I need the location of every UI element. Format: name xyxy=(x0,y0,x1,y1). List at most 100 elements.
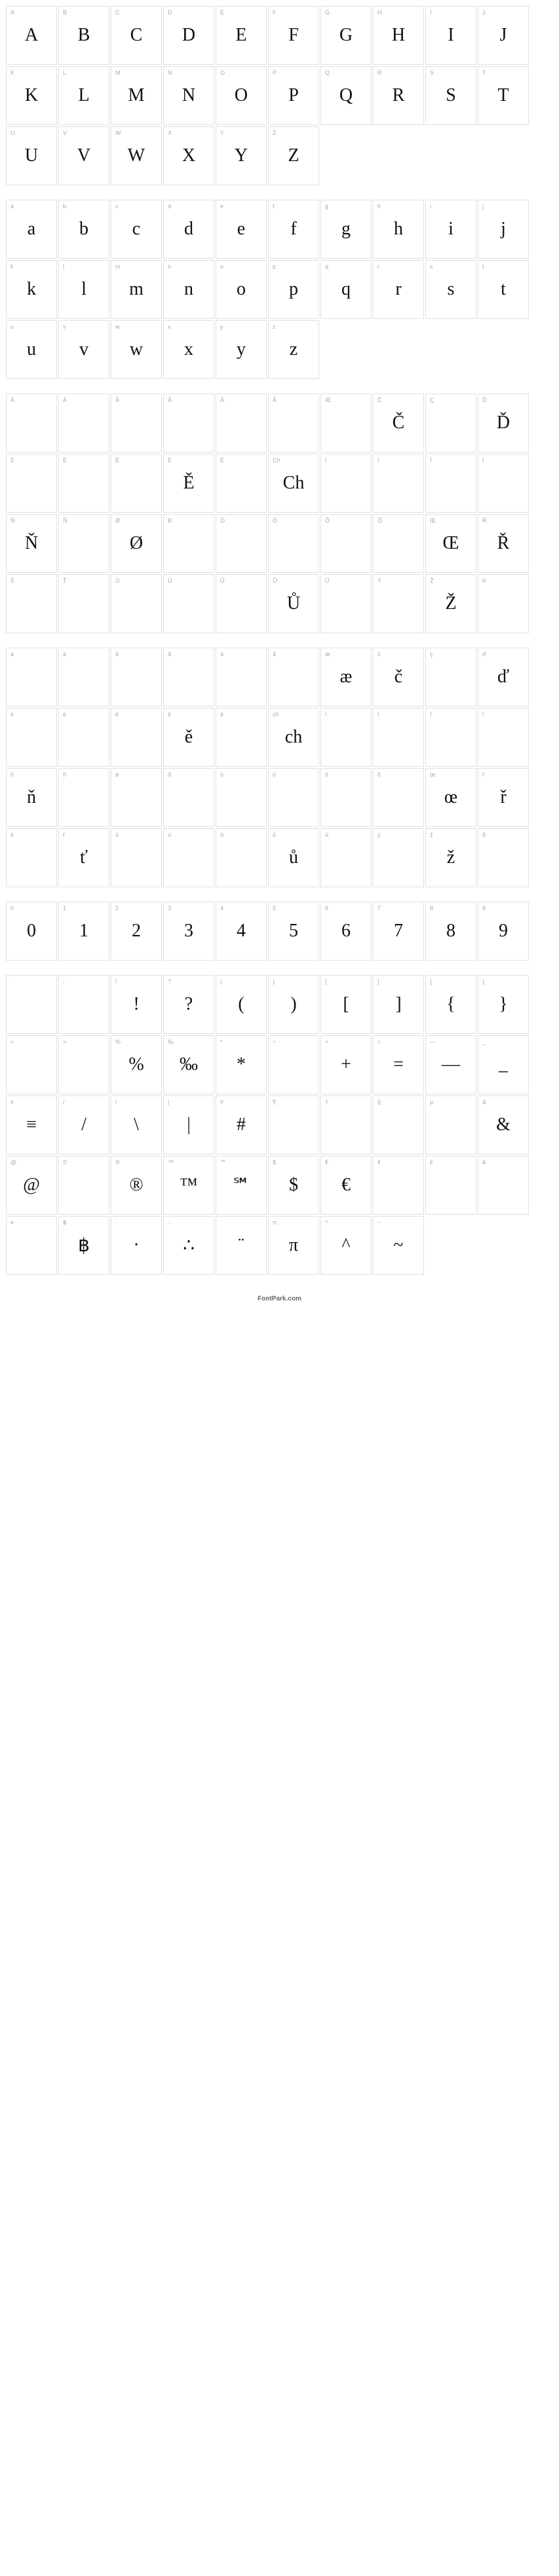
glyph-cell: Ë xyxy=(216,454,267,513)
glyph-label: J xyxy=(482,9,486,16)
glyph-cell: ä xyxy=(216,648,267,707)
glyph-display: l xyxy=(59,261,109,318)
glyph-display xyxy=(321,829,371,887)
glyph-label: 3 xyxy=(168,905,171,911)
glyph-display: [ xyxy=(321,976,371,1033)
section-uppercase: AABBCCDDEEFFGGHHIIJJKKLLMMNNOOPPQQRRSSTT… xyxy=(5,5,554,186)
glyph-display xyxy=(111,708,161,766)
glyph-cell: ee xyxy=(216,200,267,259)
glyph-label: G xyxy=(325,9,330,16)
glyph-display xyxy=(164,648,214,706)
sections-container: AABBCCDDEEFFGGHHIIJJKKLLMMNNOOPPQQRRSSTT… xyxy=(5,5,554,1276)
glyph-cell: ŮŮ xyxy=(268,574,319,633)
glyph-cell: \\ xyxy=(111,1095,162,1154)
glyph-label: ď xyxy=(482,651,486,657)
glyph-display: $ xyxy=(269,1156,318,1214)
glyph-cell: PP xyxy=(268,66,319,125)
section-punctuation: .,!!??(())[[]]{{}}<>%%‰‰**÷++==——__≡≡//\… xyxy=(5,974,554,1276)
glyph-label: š xyxy=(10,832,14,838)
glyph-display: e xyxy=(216,200,266,258)
glyph-row: 00112233445566778899 xyxy=(5,901,554,961)
glyph-cell: hh xyxy=(373,200,424,259)
glyph-cell: ì xyxy=(320,708,372,767)
glyph-cell: chch xyxy=(268,708,319,767)
glyph-cell: zz xyxy=(268,320,319,379)
glyph-label: π xyxy=(273,1219,277,1226)
glyph-label: U xyxy=(10,130,15,136)
glyph-display xyxy=(321,454,371,512)
glyph-cell: ℠℠ xyxy=(216,1156,267,1215)
glyph-display xyxy=(478,708,528,766)
glyph-display: ≡ xyxy=(7,1096,56,1154)
glyph-label: m xyxy=(115,263,121,270)
glyph-label: Ü xyxy=(325,578,330,584)
glyph-display: = xyxy=(374,1036,423,1094)
glyph-cell: [[ xyxy=(320,975,372,1034)
glyph-cell: EE xyxy=(216,6,267,65)
glyph-cell: == xyxy=(373,1035,424,1094)
glyph-display xyxy=(374,454,423,512)
glyph-label: \ xyxy=(115,1099,117,1105)
glyph-cell: CC xyxy=(111,6,162,65)
glyph-cell: NN xyxy=(163,66,214,125)
glyph-label: O xyxy=(220,69,225,76)
glyph-display: ~ xyxy=(374,1217,423,1274)
glyph-label: É xyxy=(63,457,67,464)
glyph-display: s xyxy=(426,261,476,318)
glyph-cell: pp xyxy=(268,260,319,319)
glyph-label: Ñ xyxy=(63,517,67,524)
glyph-label: å xyxy=(273,651,276,657)
glyph-cell: ®® xyxy=(111,1156,162,1215)
glyph-display: ^ xyxy=(321,1217,371,1274)
glyph-cell: nn xyxy=(163,260,214,319)
glyph-display: ě xyxy=(164,708,214,766)
glyph-cell: && xyxy=(478,1095,529,1154)
glyph-display: · xyxy=(111,1217,161,1274)
glyph-cell: MM xyxy=(111,66,162,125)
glyph-cell: ff xyxy=(268,200,319,259)
glyph-label: ï xyxy=(482,711,484,718)
glyph-cell: uu xyxy=(6,320,57,379)
glyph-display: r xyxy=(374,261,423,318)
glyph-label: Ž xyxy=(430,578,434,584)
glyph-label: & xyxy=(482,1099,486,1105)
glyph-label: k xyxy=(10,263,14,270)
glyph-cell: ó xyxy=(268,768,319,827)
glyph-label: p xyxy=(273,263,276,270)
glyph-cell: ww xyxy=(111,320,162,379)
glyph-cell: Ê xyxy=(111,454,162,513)
glyph-label: ð xyxy=(168,771,171,778)
glyph-label: Š xyxy=(10,578,14,584)
glyph-label: û xyxy=(220,832,223,838)
glyph-cell: ^^ xyxy=(320,1216,372,1275)
glyph-row: AABBCCDDEEFFGGHHIIJJKKLLMMNNOOPPQQRRSSTT… xyxy=(5,5,554,186)
glyph-label: K xyxy=(10,69,14,76)
glyph-display xyxy=(374,708,423,766)
glyph-label: Č xyxy=(377,397,382,403)
glyph-cell: ü xyxy=(320,828,372,887)
glyph-cell: YY xyxy=(216,126,267,185)
glyph-label: t xyxy=(482,263,484,270)
glyph-label: 9 xyxy=(482,905,486,911)
glyph-display: x xyxy=(164,321,214,378)
glyph-cell: —— xyxy=(425,1035,476,1094)
glyph-label: í xyxy=(377,711,379,718)
glyph-label: À xyxy=(10,397,14,403)
glyph-display xyxy=(164,829,214,887)
glyph-cell: }} xyxy=(478,975,529,1034)
glyph-display: b xyxy=(59,200,109,258)
glyph-display: + xyxy=(321,1036,371,1094)
glyph-cell: Õ xyxy=(373,514,424,573)
glyph-cell: Ú xyxy=(163,574,214,633)
glyph-display: a xyxy=(7,200,56,258)
glyph-cell: Â xyxy=(111,394,162,452)
glyph-cell: xx xyxy=(163,320,214,379)
glyph-label: Ť xyxy=(63,578,67,584)
glyph-cell: > xyxy=(58,1035,109,1094)
glyph-label: ã xyxy=(168,651,171,657)
glyph-display: { xyxy=(426,976,476,1033)
glyph-display xyxy=(374,829,423,887)
glyph-display: t xyxy=(478,261,528,318)
glyph-display: ů xyxy=(269,829,318,887)
glyph-cell: čč xyxy=(373,648,424,707)
